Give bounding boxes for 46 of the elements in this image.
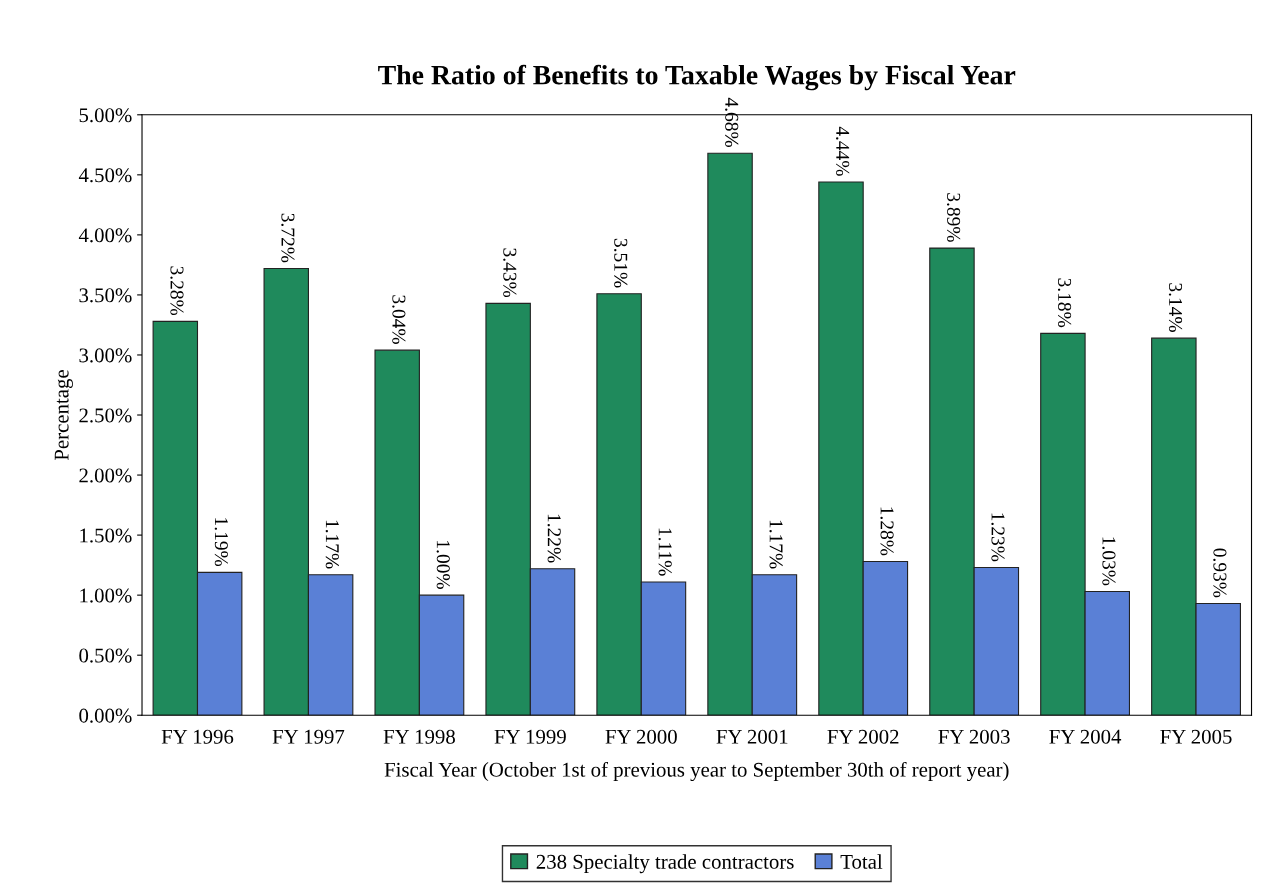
data-label: 3.43% [503, 248, 517, 298]
x-axis-title: Fiscal Year (October 1st of previous year to September 30th of report year) [384, 761, 1009, 782]
y-tick-label: 0.50% [79, 648, 132, 663]
data-label: 3.89% [947, 193, 961, 242]
x-tick-label: FY 2002 [827, 729, 899, 744]
data-label: 1.11% [658, 528, 672, 576]
data-label: 4.68% [725, 97, 739, 147]
y-tick-label: 3.00% [79, 348, 132, 363]
data-label: 3.18% [1057, 278, 1072, 328]
data-label: 3.14% [1168, 283, 1183, 332]
data-label: 1.17% [325, 520, 339, 569]
x-tick-label: FY 1998 [383, 729, 455, 744]
y-tick-label: 4.50% [78, 168, 132, 183]
data-label: 1.00% [436, 541, 450, 589]
data-label: 1.23% [991, 513, 1005, 562]
data-label: 3.04% [392, 295, 406, 344]
y-axis-title: Percentage [54, 370, 73, 461]
x-tick-label: FY 2003 [938, 729, 1010, 744]
x-tick-label: FY 1997 [272, 729, 345, 744]
y-tick-label: 5.00% [79, 108, 132, 123]
x-tick-label: FY 1999 [494, 729, 566, 744]
y-tick-label: 3.50% [79, 288, 132, 303]
data-label: 3.72% [281, 213, 295, 263]
x-tick-label: FY 2005 [1160, 729, 1232, 744]
legend-label: Total [840, 854, 883, 869]
data-label: 4.44% [836, 126, 850, 176]
data-label: 3.28% [170, 266, 184, 316]
y-tick-label: 0.00% [79, 708, 132, 723]
data-label: 3.51% [614, 238, 628, 288]
legend-label: 238 Specialty trade contractors [536, 854, 794, 874]
chart-title: The Ratio of Benefits to Taxable Wages by Fiscal Year [378, 64, 1016, 91]
data-label: 1.22% [547, 514, 561, 563]
x-tick-label: FY 2004 [1049, 729, 1122, 744]
y-tick-label: 2.00% [79, 468, 132, 483]
data-label: 1.03% [1102, 537, 1116, 586]
data-label: 1.19% [214, 518, 228, 567]
x-tick-label: FY 1996 [161, 729, 234, 744]
data-label: 0.93% [1213, 548, 1227, 598]
y-tick-label: 1.00% [80, 588, 132, 603]
y-tick-label: 4.00% [78, 228, 132, 243]
x-tick-label: FY 2001 [716, 729, 788, 744]
y-tick-label: 2.50% [79, 408, 132, 423]
data-label: 1.17% [769, 520, 783, 569]
data-label: 1.28% [880, 507, 894, 556]
y-tick-label: 1.50% [80, 528, 132, 543]
x-tick-label: FY 2000 [605, 729, 677, 744]
